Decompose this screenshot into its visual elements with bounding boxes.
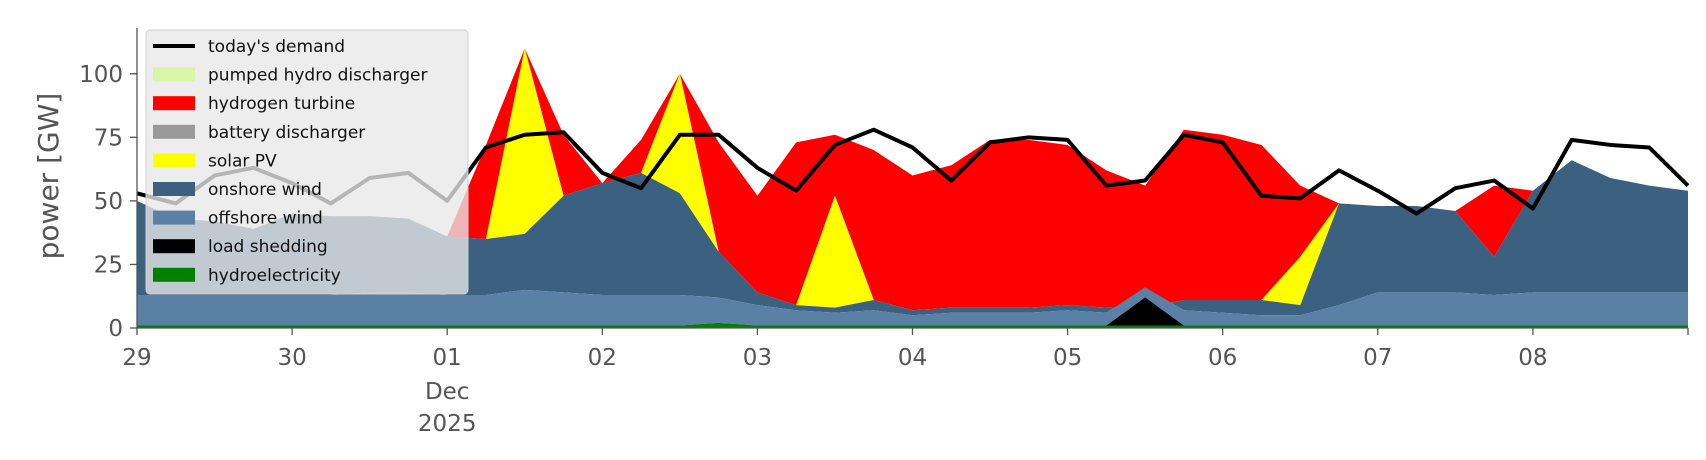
y-tick-label: 0 (108, 316, 123, 342)
legend-swatch (153, 124, 195, 139)
legend-label: hydrogen turbine (208, 94, 355, 114)
legend: today's demand pumped hydro discharger hyd… (145, 29, 469, 295)
area-hydroelectricity (137, 322, 1688, 328)
legend-swatch (153, 67, 195, 82)
x-tick-label: 29 (122, 345, 151, 371)
legend-label: pumped hydro discharger (208, 66, 427, 86)
legend-label: load shedding (208, 237, 328, 257)
y-tick-label: 50 (94, 189, 123, 215)
legend-box (145, 29, 469, 295)
x-tick-label: 07 (1363, 345, 1392, 371)
legend-swatch (153, 239, 195, 254)
x-tick-label: 06 (1208, 345, 1237, 371)
legend-swatch (153, 96, 195, 111)
y-tick-label: 25 (94, 252, 123, 278)
legend-label: onshore wind (208, 180, 322, 200)
legend-swatch (153, 210, 195, 225)
axes: 0 25 50 75 100 29 30 01 Dec 2025 02 03 04 05 06 07 08 (79, 28, 1689, 437)
legend-label: battery discharger (208, 123, 365, 143)
area-hydrogen-turbine (137, 48, 1688, 311)
plot-area (136, 48, 1690, 328)
x-tick-label: 04 (898, 345, 927, 371)
x-tick-label: 02 (588, 345, 617, 371)
y-tick-label: 100 (79, 62, 123, 88)
legend-label: hydroelectricity (208, 266, 341, 286)
legend-label: today's demand (208, 37, 345, 57)
legend-swatch (153, 153, 195, 168)
area-solar-pv (137, 48, 1688, 311)
y-tick-label: 75 (94, 125, 123, 151)
legend-swatch (153, 182, 195, 196)
x-tick-label: 30 (277, 345, 306, 371)
y-axis-title: power [GW] (32, 93, 65, 260)
legend-label: offshore wind (208, 209, 323, 229)
x-tick-label: 05 (1053, 345, 1082, 371)
x-tick-sublabel: Dec (425, 379, 470, 405)
legend-swatch (153, 267, 195, 282)
x-tick-sublabel: 2025 (418, 411, 477, 437)
x-tick-label: 03 (743, 345, 772, 371)
area-offshore-wind (137, 287, 1688, 326)
area-onshore-wind (137, 160, 1688, 316)
legend-label: solar PV (208, 151, 277, 171)
x-tick-label: 08 (1518, 345, 1547, 371)
x-tick-label: 01 (433, 345, 462, 371)
